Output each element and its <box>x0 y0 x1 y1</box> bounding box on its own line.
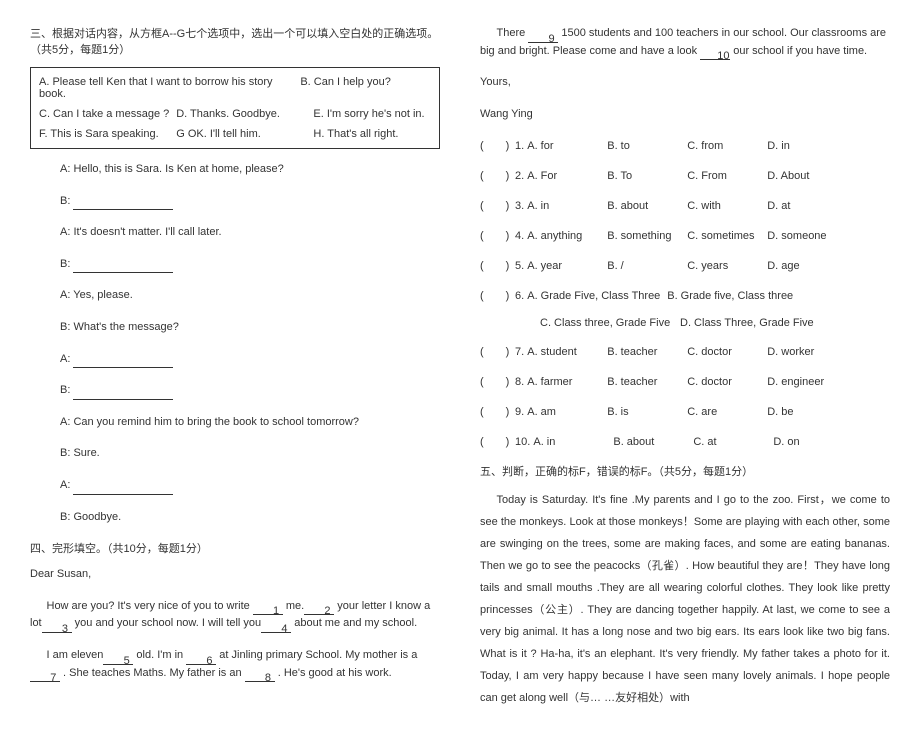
question-row: ( ) 1. A. forB. toC. fromD. in <box>480 137 890 153</box>
fill-blank[interactable] <box>73 388 173 400</box>
reading-passage: Today is Saturday. It's fine .My parents… <box>480 489 890 709</box>
right-column: There 9 1500 students and 100 teachers i… <box>480 25 890 709</box>
cloze-p1: How are you? It's very nice of you to wr… <box>30 598 440 633</box>
dialog-line: B: Goodbye. <box>60 509 440 527</box>
cloze-blank[interactable]: 10 <box>700 48 730 60</box>
dialog-line: A: Can you remind him to bring the book … <box>60 414 440 432</box>
question-row: ( ) 4. A. anythingB. somethingC. sometim… <box>480 227 890 243</box>
dialog-line: B: <box>60 382 440 400</box>
dialog-line: A: <box>60 351 440 369</box>
cloze-blank[interactable]: 7 <box>30 670 60 682</box>
opt-c: C. Can I take a message ? <box>39 108 176 120</box>
cloze-p3: There 9 1500 students and 100 teachers i… <box>480 25 890 60</box>
cloze-blank[interactable]: 2 <box>304 603 334 615</box>
opt-h: H. That's all right. <box>313 128 431 140</box>
cloze-blank[interactable]: 8 <box>245 670 275 682</box>
question-row: ( ) 2. A. ForB. ToC. FromD. About <box>480 167 890 183</box>
dialog-line: B: <box>60 256 440 274</box>
dialog-line: A: <box>60 477 440 495</box>
fill-blank[interactable] <box>73 356 173 368</box>
question-list: ( ) 1. A. forB. toC. fromD. in ( ) 2. A. … <box>480 137 890 449</box>
question-row: ( ) 6. A. Grade Five, Class ThreeB. Grad… <box>480 287 890 329</box>
dialog-line: A: Yes, please. <box>60 287 440 305</box>
closing: Yours, <box>480 74 890 92</box>
opt-g: G OK. I'll tell him. <box>176 128 313 140</box>
cloze-p2: I am eleven5 old. I'm in 6 at Jinling pr… <box>30 647 440 682</box>
cloze-blank[interactable]: 6 <box>186 653 216 665</box>
fill-blank[interactable] <box>73 483 173 495</box>
dialog-line: B: What's the message? <box>60 319 440 337</box>
fill-blank[interactable] <box>73 261 173 273</box>
opt-b: B. Can I help you? <box>300 76 431 100</box>
dialog-line: A: Hello, this is Sara. Is Ken at home, … <box>60 161 440 179</box>
left-column: 三、根据对话内容，从方框A--G七个选项中，选出一个可以填入空白处的正确选项。（… <box>30 25 440 709</box>
section4-title: 四、完形填空。（共10分，每题1分） <box>30 540 440 556</box>
dialog-line: B: Sure. <box>60 445 440 463</box>
cloze-blank[interactable]: 9 <box>528 31 558 43</box>
opt-e: E. I'm sorry he's not in. <box>313 108 431 120</box>
dialog-line: B: <box>60 193 440 211</box>
question-row: ( ) 5. A. yearB. /C. yearsD. age <box>480 257 890 273</box>
options-box: A. Please tell Ken that I want to borrow… <box>30 67 440 149</box>
greeting: Dear Susan, <box>30 566 440 584</box>
fill-blank[interactable] <box>73 198 173 210</box>
opt-d: D. Thanks. Goodbye. <box>176 108 313 120</box>
question-row: ( ) 7. A. studentB. teacherC. doctorD. w… <box>480 343 890 359</box>
section5-title: 五、判断，正确的标F，错误的标F。（共5分，每题1分） <box>480 463 890 479</box>
dialog-line: A: It's doesn't matter. I'll call later. <box>60 224 440 242</box>
question-row: ( ) 3. A. inB. aboutC. withD. at <box>480 197 890 213</box>
question-row: ( ) 9. A. amB. isC. areD. be <box>480 403 890 419</box>
cloze-blank[interactable]: 1 <box>253 603 283 615</box>
opt-f: F. This is Sara speaking. <box>39 128 176 140</box>
cloze-blank[interactable]: 3 <box>42 621 72 633</box>
cloze-blank[interactable]: 4 <box>261 621 291 633</box>
section3-title: 三、根据对话内容，从方框A--G七个选项中，选出一个可以填入空白处的正确选项。（… <box>30 25 440 57</box>
opt-a: A. Please tell Ken that I want to borrow… <box>39 76 300 100</box>
cloze-blank[interactable]: 5 <box>103 653 133 665</box>
question-row: ( ) 10. A. inB. aboutC. atD. on <box>480 433 890 449</box>
signature: Wang Ying <box>480 106 890 124</box>
question-row: ( ) 8. A. farmerB. teacherC. doctorD. en… <box>480 373 890 389</box>
